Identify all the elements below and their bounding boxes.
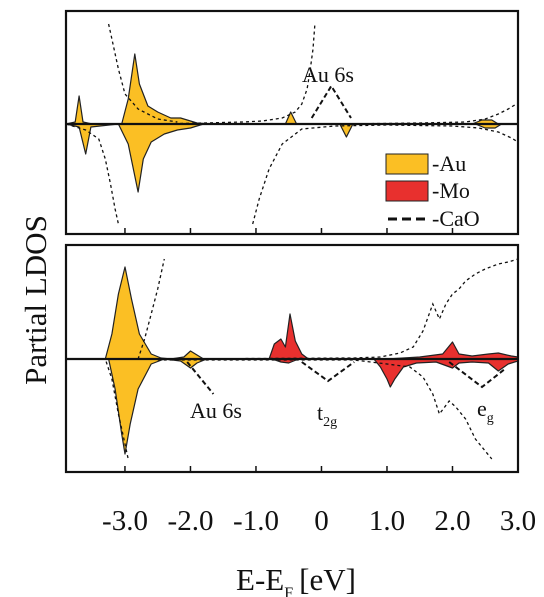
annotation-t2g-sub: 2g	[323, 415, 337, 430]
x-tick-labels: -3.0 -2.0 -1.0 0 1.0 2.0 3.0	[102, 505, 536, 537]
plot-area	[66, 258, 518, 460]
series-mo-up-area	[66, 313, 518, 360]
plot-area	[66, 23, 518, 225]
panel-top	[64, 9, 520, 236]
annotation-pointer	[301, 361, 355, 383]
series-cao-down2-line	[157, 359, 493, 460]
panel-frame	[64, 9, 520, 236]
annotation-t2g-base: t	[317, 400, 323, 425]
annotation-eg-sub: g	[487, 411, 494, 426]
annotation-pointer	[186, 361, 215, 395]
series-cao-down2-line	[252, 124, 518, 225]
annotation-t2g: t2g	[317, 400, 337, 430]
legend-swatch-au	[385, 153, 429, 175]
series-cao-up-line	[66, 23, 316, 125]
legend-label-mo: -Mo	[432, 178, 470, 203]
x-axis-label-unit: [eV]	[299, 562, 356, 597]
legend-label-au: -Au	[432, 151, 466, 176]
annotation-au6s-top: Au 6s	[302, 62, 354, 87]
series-cao-up2-line	[167, 258, 518, 360]
annotation-pointer	[448, 361, 506, 389]
x-tick-label: 0	[314, 505, 329, 537]
series-au-down-area	[66, 358, 518, 455]
series-au-down-area	[66, 123, 518, 193]
y-axis-label: Partial LDOS	[18, 215, 53, 385]
legend: -Au -Mo -CaO	[385, 151, 480, 231]
legend-label-cao: -CaO	[432, 206, 480, 231]
x-tick-label: -2.0	[168, 505, 214, 537]
x-axis-label: E-EF [eV]	[236, 562, 356, 597]
annotations: Au 6s Au 6s t2g eg	[190, 62, 494, 430]
annotation-au6s-bottom: Au 6s	[190, 398, 242, 423]
legend-swatch-mo	[385, 180, 429, 202]
x-tick-label: 3.0	[500, 505, 536, 537]
x-tick-label: -1.0	[233, 505, 279, 537]
series-au-up-area	[66, 53, 518, 125]
x-tick-label: -3.0	[102, 505, 148, 537]
x-axis-label-main: E-E	[236, 562, 284, 597]
annotation-pointer	[310, 84, 352, 119]
series-au-up-area	[66, 266, 518, 360]
annotation-eg-base: e	[477, 396, 487, 421]
x-tick-label: 2.0	[434, 505, 470, 537]
panel-bottom	[64, 243, 520, 474]
x-tick-label: 1.0	[369, 505, 405, 537]
x-axis-label-sub: F	[284, 585, 293, 597]
series-cao-down-line	[66, 123, 120, 225]
panel-frame	[64, 243, 520, 474]
annotation-eg: eg	[477, 396, 494, 426]
